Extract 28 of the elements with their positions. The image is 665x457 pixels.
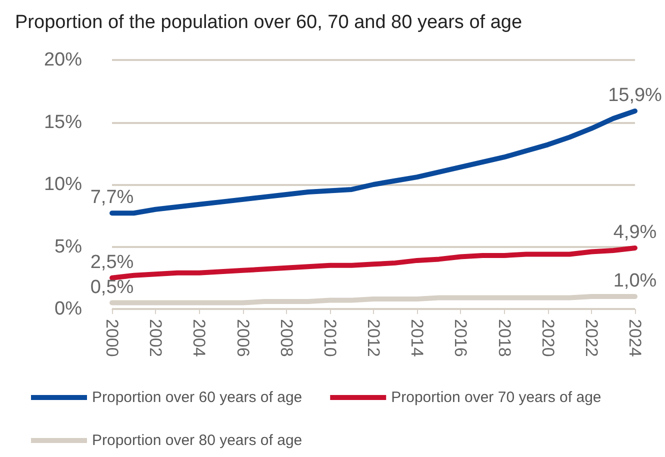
x-tick-label: 2020 [538,319,558,357]
x-tick-label: 2008 [276,319,296,357]
y-tick-label: 0% [54,298,82,320]
data-label: 7,7% [90,187,134,208]
x-tick-label: 2000 [102,319,122,357]
x-tick-label: 2006 [233,319,252,357]
x-tick-label: 2022 [582,319,601,357]
x-tick-label: 2004 [190,319,209,357]
legend-label: Proportion over 70 years of age [391,389,602,406]
y-tick-label: 15% [44,112,82,133]
legend-label: Proportion over 60 years of age [92,389,302,406]
x-tick-label: 2010 [320,319,340,357]
legend-label: Proportion over 80 years of age [92,432,302,449]
y-tick-label: 20% [44,50,82,70]
x-tick-label: 2016 [451,319,470,357]
y-tick-label: 5% [54,236,82,258]
data-label: 2,5% [90,252,134,273]
x-tick-label: 2002 [146,319,166,357]
data-label: 4,9% [613,222,657,243]
x-tick-label: 2024 [626,319,644,357]
x-tick-label: 2018 [494,319,514,357]
data-label: 15,9% [608,85,662,106]
x-tick-label: 2012 [364,319,383,357]
x-tick-label: 2014 [408,319,427,357]
y-tick-label: 10% [44,174,82,195]
data-label: 1,0% [613,270,657,292]
data-label: 0,5% [90,276,134,298]
chart-title: Proportion of the population over 60, 70 and 80 years of age [15,12,522,33]
